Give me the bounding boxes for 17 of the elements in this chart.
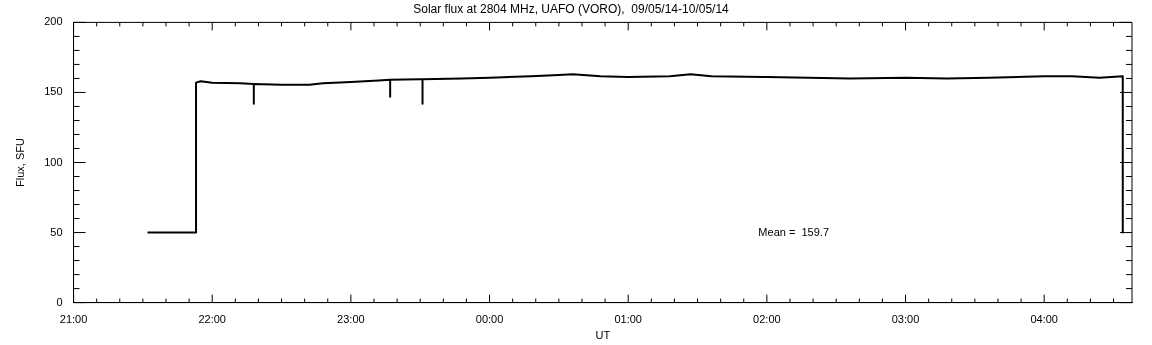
x-tick-label: 02:00 [753,313,781,326]
x-tick-label: 00:00 [475,313,504,326]
x-tick-label: 22:00 [198,313,226,326]
chart-title: Solar flux at 2804 MHz, UAFO (VORO), 09/05/14-10/05/14 [413,1,730,16]
x-tick-label: 04:00 [1030,313,1058,326]
annotation: Mean = 159.7 [758,225,830,238]
y-tick-label: 0 [56,295,63,308]
y-tick-label: 50 [50,225,63,238]
y-axis-title: Flux, SFU [13,138,26,187]
y-tick-label: 100 [44,155,63,168]
x-tick-label: 01:00 [614,313,642,326]
x-tick-label: 03:00 [891,313,920,326]
x-axis-title: UT [595,329,611,342]
y-tick-label: 200 [44,15,63,28]
x-tick-label: 21:00 [59,313,88,326]
y-tick-label: 150 [44,85,63,98]
x-tick-label: 23:00 [337,313,365,326]
